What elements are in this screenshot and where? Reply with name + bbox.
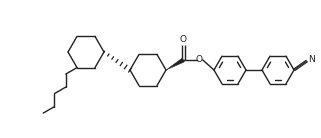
Text: N: N bbox=[308, 55, 315, 64]
Text: O: O bbox=[196, 55, 203, 64]
Polygon shape bbox=[166, 58, 185, 70]
Text: O: O bbox=[180, 34, 187, 43]
